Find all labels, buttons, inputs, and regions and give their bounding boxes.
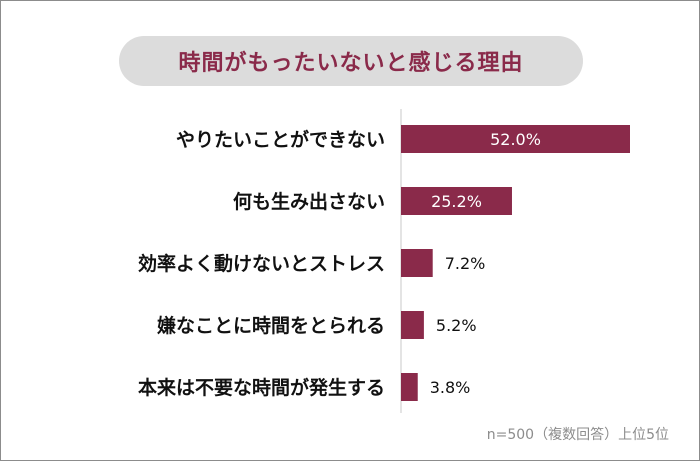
bar — [401, 125, 630, 153]
category-label: やりたいことができない — [176, 128, 385, 151]
category-label: 効率よく動けないとストレス — [138, 252, 385, 275]
value-label: 52.0% — [490, 130, 541, 149]
category-label: 何も生み出さない — [233, 190, 385, 213]
value-label: 3.8% — [430, 378, 471, 397]
category-label: 本来は不要な時間が発生する — [138, 376, 385, 399]
value-label: 7.2% — [445, 254, 486, 273]
chart-title: 時間がもったいないと感じる理由 — [119, 36, 583, 86]
bar — [401, 187, 512, 215]
value-label: 5.2% — [436, 316, 477, 335]
bar — [401, 373, 418, 401]
category-label: 嫌なことに時間をとられる — [157, 314, 385, 337]
bar — [401, 311, 424, 339]
bar — [401, 249, 433, 277]
sample-note: n=500（複数回答）上位5位 — [486, 427, 669, 443]
value-label: 25.2% — [431, 192, 482, 211]
